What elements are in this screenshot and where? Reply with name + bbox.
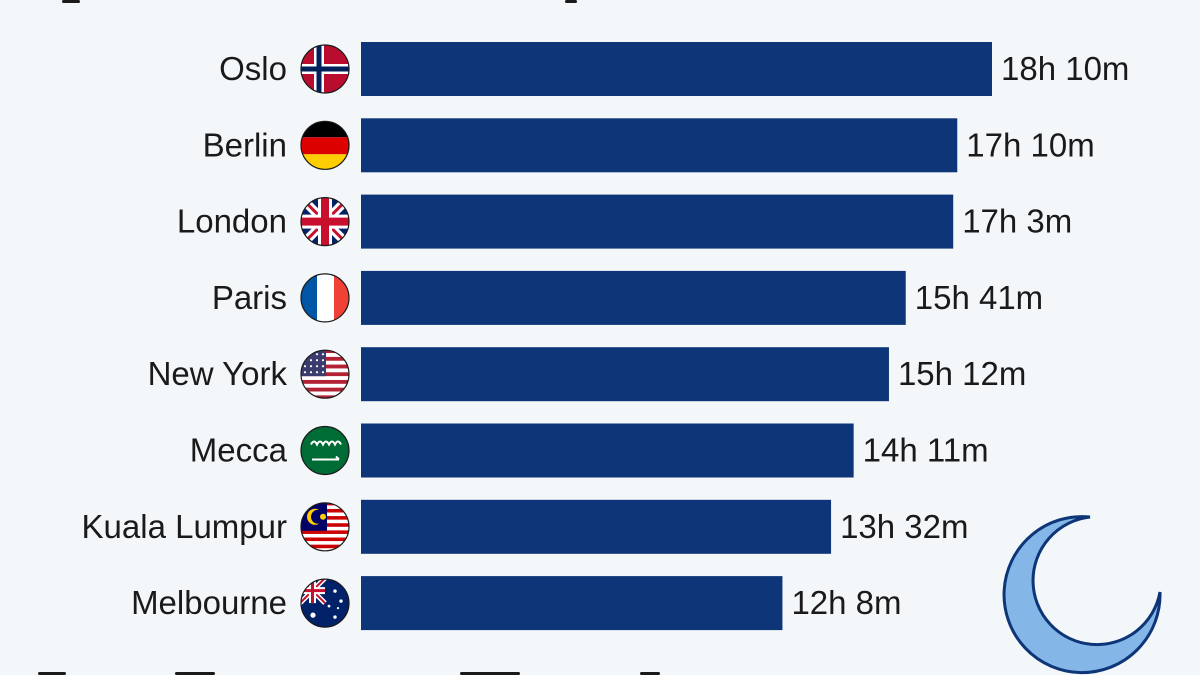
category-label: Kuala Lumpur <box>82 508 287 545</box>
category-label: Oslo <box>219 50 287 87</box>
value-label: 17h 3m <box>962 203 1072 240</box>
australia-flag-icon <box>300 578 350 628</box>
bar <box>361 499 832 554</box>
category-label: New York <box>148 355 288 392</box>
category-label: Mecca <box>190 432 288 469</box>
category-label: Berlin <box>203 126 287 163</box>
cropped-source-fragment <box>175 672 215 675</box>
norway-flag-icon <box>300 44 350 94</box>
value-label: 14h 11m <box>863 432 989 469</box>
value-label: 13h 32m <box>840 508 968 545</box>
bar <box>361 118 958 173</box>
cropped-source-fragment <box>460 672 520 675</box>
cropped-title-fragment <box>62 0 80 3</box>
bar <box>361 347 889 402</box>
value-label: 17h 10m <box>966 126 1094 163</box>
malaysia-flag-icon <box>300 502 350 552</box>
germany-flag-icon <box>300 120 350 170</box>
bar <box>361 270 906 325</box>
category-label: Paris <box>212 279 287 316</box>
cropped-title-fragment <box>565 0 577 3</box>
value-label: 18h 10m <box>1001 50 1129 87</box>
category-label: Melbourne <box>131 584 287 621</box>
usa-flag-icon <box>300 349 350 399</box>
crescent-moon-icon <box>1002 515 1162 675</box>
cropped-source-fragment <box>38 672 66 675</box>
uk-flag-icon <box>300 197 350 247</box>
france-flag-icon <box>300 273 350 323</box>
value-label: 15h 41m <box>915 279 1043 316</box>
saudi-arabia-flag-icon <box>300 425 350 476</box>
bars-layer: Oslo 18h 10m Berlin 17h 10m London 17h 3m Pari… <box>82 42 1129 631</box>
bar <box>361 576 783 631</box>
category-label: London <box>177 203 287 240</box>
value-label: 12h 8m <box>791 584 901 621</box>
bar <box>361 194 954 249</box>
bar <box>361 423 854 478</box>
bar <box>361 42 992 96</box>
value-label: 15h 12m <box>898 355 1026 392</box>
cropped-source-fragment <box>640 672 660 675</box>
